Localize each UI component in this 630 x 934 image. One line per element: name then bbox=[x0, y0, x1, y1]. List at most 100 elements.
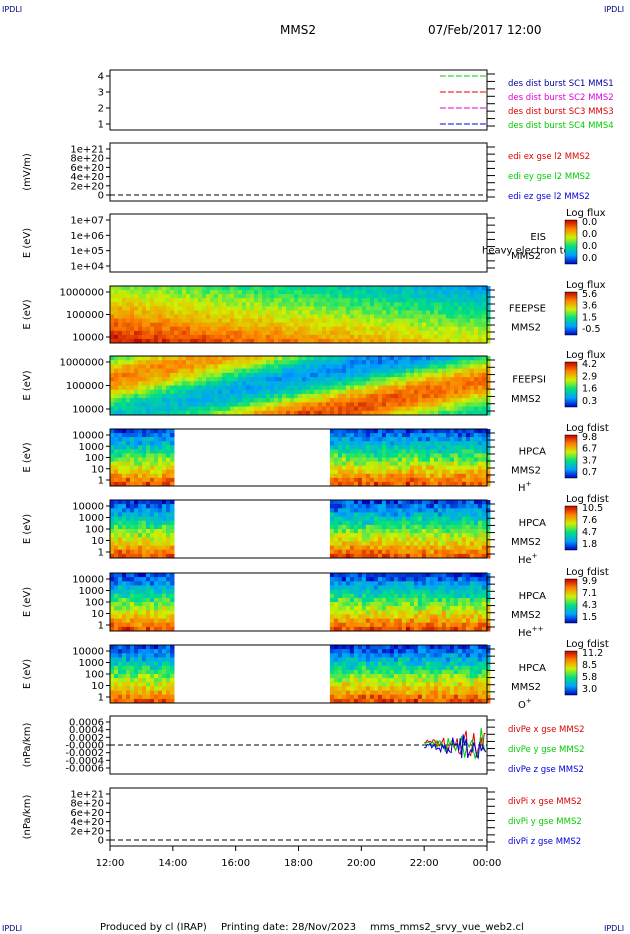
spectrogram-cell bbox=[158, 445, 163, 450]
spectrogram-cell bbox=[393, 602, 399, 607]
species-label: He+ bbox=[518, 552, 538, 566]
spectrogram-cell bbox=[338, 372, 343, 378]
spectrogram-cell bbox=[466, 294, 471, 299]
spectrogram-cell bbox=[162, 533, 167, 538]
spectrogram-cell bbox=[226, 290, 231, 295]
spectrogram-cell bbox=[230, 364, 235, 370]
spectrogram-cell bbox=[270, 322, 275, 328]
spectrogram-cell bbox=[322, 298, 327, 303]
spectrogram-cell bbox=[126, 326, 131, 332]
spectrogram-cell bbox=[462, 318, 467, 324]
spectrogram-cell bbox=[438, 368, 443, 374]
spectrogram-cell bbox=[158, 581, 163, 586]
spectrogram-cell bbox=[478, 368, 483, 374]
spectrogram-cell bbox=[481, 433, 487, 438]
spectrogram-cell bbox=[394, 393, 399, 399]
spectrogram-cell bbox=[361, 508, 367, 513]
spectrogram-cell bbox=[329, 602, 335, 607]
spectrogram-cell bbox=[234, 389, 239, 395]
spectrogram-cell bbox=[417, 593, 423, 599]
spectrogram-cell bbox=[202, 377, 207, 382]
spectrogram-cell bbox=[146, 477, 151, 483]
spectrogram-cell bbox=[441, 537, 447, 542]
spectrogram-cell bbox=[453, 453, 459, 458]
spectrogram-cell bbox=[150, 364, 155, 370]
spectrogram-cell bbox=[322, 318, 327, 324]
spectrogram-cell bbox=[353, 449, 359, 454]
spectrogram-cell bbox=[138, 508, 143, 513]
spectrogram-cell bbox=[450, 406, 455, 412]
spectrogram-cell bbox=[110, 465, 115, 471]
spectrogram-cell bbox=[202, 410, 207, 416]
spectrogram-cell bbox=[393, 512, 399, 517]
spectrogram-cell bbox=[341, 589, 347, 595]
spectrogram-cell bbox=[330, 389, 335, 395]
spectrogram-cell bbox=[250, 364, 255, 370]
spectrogram-cell bbox=[402, 318, 407, 324]
spectrogram-cell bbox=[286, 377, 291, 382]
spectrogram-cell bbox=[174, 393, 179, 399]
spectrogram-cell bbox=[302, 381, 307, 386]
spectrogram-cell bbox=[150, 372, 155, 378]
spectrogram-cell bbox=[182, 314, 187, 320]
spectrogram-cell bbox=[142, 597, 147, 603]
spectrogram-cell bbox=[118, 334, 123, 340]
spectrogram-cell bbox=[202, 406, 207, 412]
spectrogram-cell bbox=[482, 402, 487, 408]
spectrogram-cell bbox=[338, 294, 343, 299]
spectrogram-cell bbox=[361, 529, 367, 534]
spectrogram-cell bbox=[122, 385, 127, 391]
spectrogram-cell bbox=[158, 372, 163, 378]
spectrogram-cell bbox=[353, 512, 359, 517]
spectrogram-cell bbox=[369, 473, 375, 479]
spectrogram-cell bbox=[414, 286, 419, 291]
spectrogram-cell bbox=[134, 330, 139, 336]
spectrogram-cell bbox=[461, 508, 467, 513]
spectrogram-cell bbox=[346, 302, 351, 307]
spectrogram-cell bbox=[158, 322, 163, 328]
spectrogram-cell bbox=[126, 504, 131, 509]
spectrogram-cell bbox=[162, 360, 167, 365]
spectrogram-cell bbox=[334, 326, 339, 332]
spectrogram-cell bbox=[146, 306, 151, 311]
spectrogram-cell bbox=[349, 520, 355, 526]
spectrogram-cell bbox=[430, 385, 435, 391]
spectrogram-cell bbox=[190, 326, 195, 332]
spectrogram-cell bbox=[362, 290, 367, 295]
spectrogram-cell bbox=[150, 465, 155, 471]
spectrogram-cell bbox=[194, 410, 199, 416]
spectrogram-cell bbox=[417, 473, 423, 479]
spectrogram-cell bbox=[130, 406, 135, 412]
spectrogram-cell bbox=[110, 610, 115, 615]
spectrogram-cell bbox=[413, 545, 419, 551]
spectrogram-cell bbox=[242, 402, 247, 408]
colorbar-tick-label: 0.7 bbox=[582, 467, 597, 478]
spectrogram-cell bbox=[397, 453, 403, 458]
spectrogram-cell bbox=[142, 529, 147, 534]
spectrogram-cell bbox=[194, 306, 199, 311]
spectrogram-cell bbox=[446, 314, 451, 320]
spectrogram-cell bbox=[286, 330, 291, 336]
spectrogram-cell bbox=[350, 314, 355, 320]
spectrogram-cell bbox=[134, 314, 139, 320]
spectrogram-cell bbox=[449, 465, 455, 471]
spectrogram-cell bbox=[194, 310, 199, 315]
spectrogram-cell bbox=[134, 290, 139, 295]
spectrogram-cell bbox=[330, 334, 335, 340]
spectrogram-cell bbox=[414, 406, 419, 412]
spectrogram-cell bbox=[278, 286, 283, 291]
spectrogram-cell bbox=[345, 610, 351, 615]
spectrogram-cell bbox=[397, 618, 403, 624]
spectrogram-cell bbox=[290, 326, 295, 332]
colorbar-tick-label: -0.5 bbox=[582, 324, 601, 335]
spectrogram-cell bbox=[182, 338, 187, 344]
spectrogram-cell bbox=[278, 377, 283, 382]
spectrogram-cell bbox=[446, 377, 451, 382]
spectrogram-cell bbox=[330, 326, 335, 332]
spectrogram-cell bbox=[381, 553, 387, 559]
spectrogram-cell bbox=[345, 524, 351, 530]
spectrogram-cell bbox=[234, 338, 239, 344]
spectrogram-cell bbox=[134, 302, 139, 307]
spectrogram-cell bbox=[450, 334, 455, 340]
spectrogram-cell bbox=[234, 290, 239, 295]
